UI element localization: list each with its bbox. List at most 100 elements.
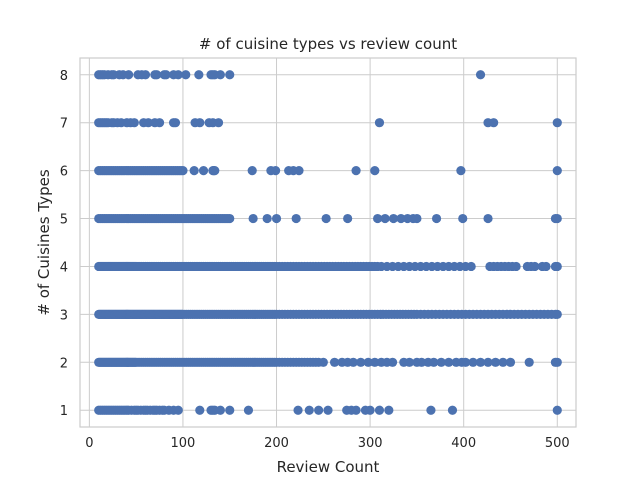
data-point	[552, 118, 562, 128]
data-point	[511, 261, 521, 272]
data-point	[173, 70, 183, 80]
data-point	[412, 213, 422, 224]
data-point	[210, 166, 220, 176]
plot-frame	[79, 57, 577, 428]
data-point	[524, 357, 534, 367]
data-point	[552, 309, 562, 319]
data-point	[436, 357, 446, 367]
data-point	[541, 261, 551, 272]
data-point	[374, 118, 385, 128]
data-point	[447, 405, 458, 415]
data-point	[552, 357, 562, 367]
data-point	[380, 213, 390, 224]
data-point	[444, 357, 454, 367]
data-point	[466, 261, 476, 272]
x-tick-labels: 0 100 200 300 400 500	[85, 436, 569, 451]
data-point	[154, 118, 165, 128]
x-axis-label: Review Count	[277, 458, 380, 476]
data-point	[456, 166, 466, 176]
data-point	[170, 118, 181, 128]
x-tick-label: 100	[171, 436, 196, 451]
x-tick-label: 0	[85, 436, 93, 451]
data-point	[404, 357, 415, 367]
data-point	[247, 166, 257, 176]
data-point	[475, 357, 486, 367]
x-tick-label: 500	[545, 436, 570, 451]
y-tick-label: 6	[60, 165, 68, 180]
data-point	[460, 357, 471, 367]
data-point	[365, 405, 375, 415]
data-point	[181, 70, 191, 80]
data-point	[370, 166, 380, 176]
data-point	[348, 357, 358, 367]
data-point	[373, 213, 383, 224]
data-point	[173, 405, 183, 415]
data-point	[552, 213, 562, 224]
y-tick-labels: 1 2 3 4 5 6 7 8	[60, 69, 68, 419]
data-point	[215, 405, 225, 415]
data-point	[329, 357, 340, 367]
data-point	[458, 213, 468, 224]
data-point	[161, 70, 171, 80]
data-point	[323, 405, 333, 415]
data-point	[483, 357, 493, 367]
data-point	[195, 405, 205, 415]
data-point	[387, 357, 398, 367]
data-point	[213, 118, 224, 128]
data-point	[363, 357, 373, 367]
y-tick-label: 4	[60, 260, 68, 275]
data-point	[243, 405, 254, 415]
data-point	[490, 357, 501, 367]
data-point	[143, 118, 153, 128]
data-point	[248, 213, 258, 224]
plot-area	[80, 58, 576, 427]
data-point	[370, 357, 380, 367]
data-point	[498, 357, 508, 367]
data-point	[270, 166, 281, 176]
x-tick-label: 200	[264, 436, 289, 451]
data-point	[384, 405, 394, 415]
data-point	[140, 70, 151, 80]
data-point	[178, 166, 188, 176]
data-point	[351, 405, 361, 415]
data-point	[314, 405, 324, 415]
data-point	[475, 70, 486, 80]
data-point	[262, 213, 272, 224]
data-point	[129, 118, 139, 128]
data-point	[152, 70, 162, 80]
data-point	[198, 166, 209, 176]
data-point	[293, 405, 303, 415]
data-point	[271, 213, 282, 224]
data-point	[429, 357, 439, 367]
data-point	[374, 405, 385, 415]
data-point	[304, 405, 314, 415]
data-point	[468, 357, 478, 367]
y-tick-label: 2	[60, 356, 68, 371]
data-point	[552, 166, 562, 176]
data-point	[356, 357, 366, 367]
y-tick-label: 7	[60, 117, 68, 132]
data-point	[530, 261, 540, 272]
data-point	[343, 213, 353, 224]
data-point	[294, 166, 304, 176]
data-points	[94, 70, 562, 415]
y-tick-label: 1	[60, 404, 68, 419]
y-tick-label: 8	[60, 69, 68, 84]
data-point	[351, 166, 361, 176]
data-point	[194, 70, 204, 80]
data-point	[505, 357, 516, 367]
data-point	[416, 357, 427, 367]
data-point	[396, 213, 406, 224]
data-point	[489, 118, 499, 128]
data-point	[189, 166, 199, 176]
data-point	[215, 70, 225, 80]
data-point	[431, 213, 442, 224]
y-tick-label: 5	[60, 213, 68, 228]
data-point	[225, 405, 235, 415]
data-point	[195, 118, 205, 128]
data-point	[225, 70, 235, 80]
data-point	[225, 213, 235, 224]
x-tick-label: 400	[451, 436, 476, 451]
data-point	[552, 261, 562, 272]
